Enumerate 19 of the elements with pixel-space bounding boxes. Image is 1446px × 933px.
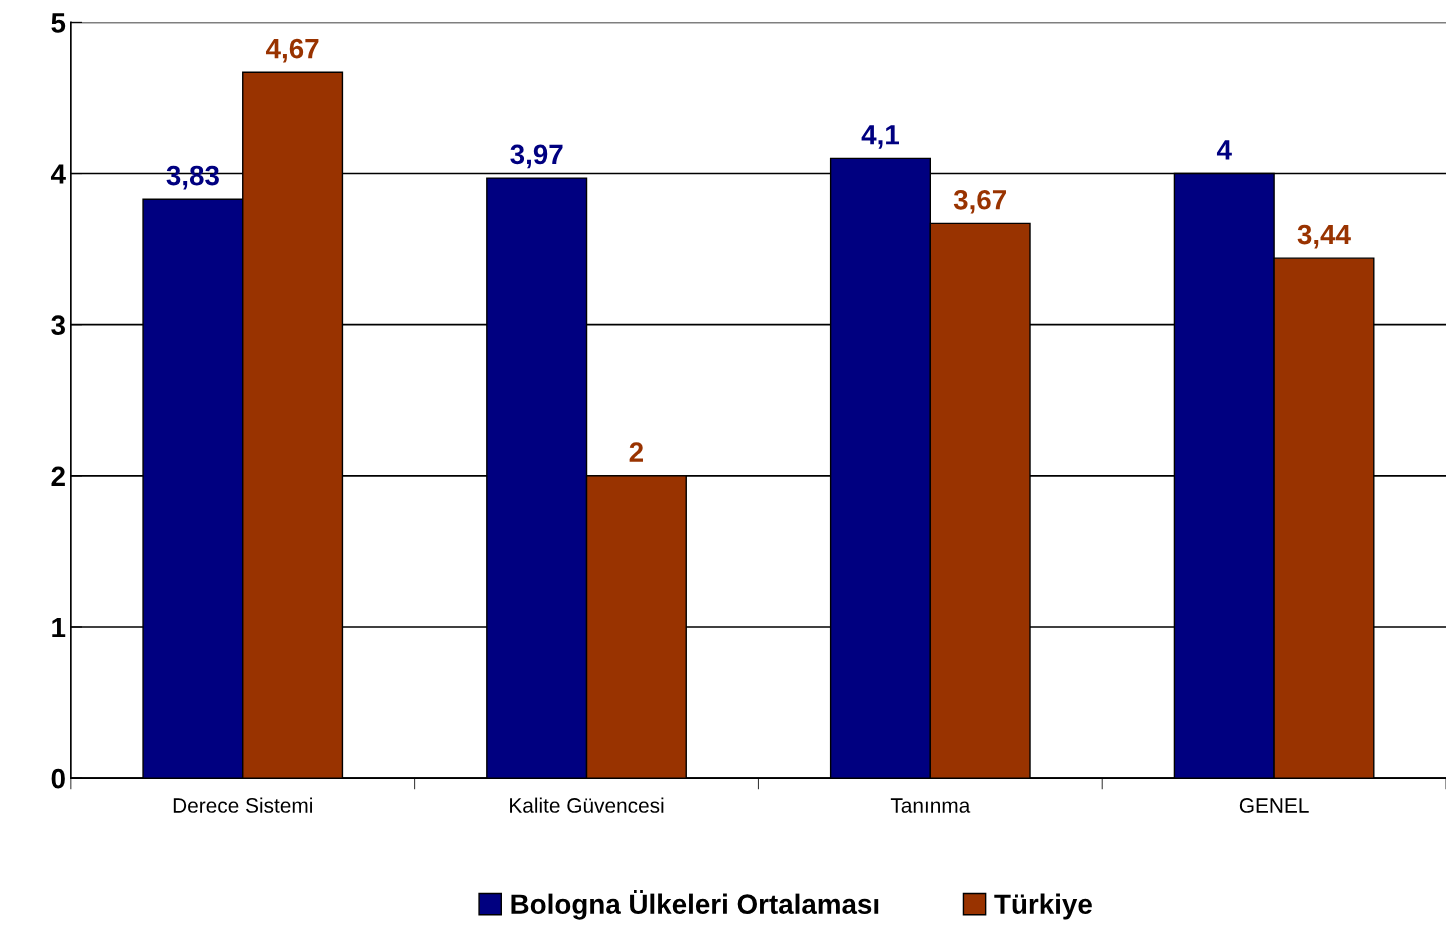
x-tick-label: Derece Sistemi [173,797,312,813]
y-tick-label: 0 [51,768,65,789]
data-label: 4 [1216,140,1232,160]
data-label: 2 [629,442,643,462]
y-tick-label: 3 [51,315,65,336]
data-label: 3,44 [1297,224,1351,249]
data-label: 4,67 [265,38,319,63]
legend-label: Türkiye [994,893,1092,920]
legend-label: Bologna Ülkeleri Ortalaması [511,890,879,920]
y-tick-label: 4 [50,164,66,184]
data-label: 4,1 [861,125,900,149]
x-tick-label: Kalite Güvencesi [510,797,664,813]
x-tick-label: Tanınma [890,798,971,813]
y-tick-label: 1 [52,617,66,638]
y-tick-label: 5 [51,13,66,33]
data-label: 3,67 [953,189,1006,214]
x-tick-label: GENEL [1239,798,1309,813]
data-label: 3,97 [510,144,563,169]
y-tick-label: 2 [51,466,65,486]
